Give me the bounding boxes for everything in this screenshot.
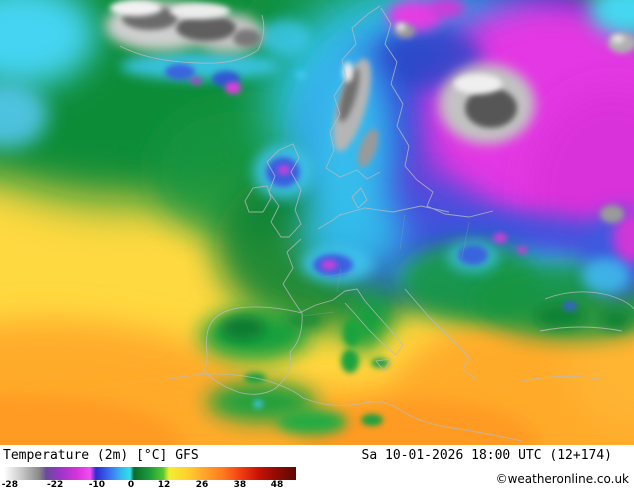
temperature-field-svg — [0, 0, 634, 445]
legend-title: Temperature (2m) [°C] GFS — [3, 448, 199, 463]
copyright-label: ©weatheronline.co.uk — [495, 472, 629, 486]
temperature-map — [0, 0, 634, 445]
legend-model-label: GFS — [175, 448, 199, 463]
borders-layer — [301, 196, 470, 317]
scale-tick-label: 12 — [157, 480, 171, 490]
coastlines-layer — [119, 5, 634, 442]
color-scale-ticks: -28 -22 -10 0 12 26 38 48 — [1, 480, 296, 490]
legend-title-text: Temperature (2m) — [3, 448, 129, 463]
color-scale-bar — [4, 467, 296, 480]
forecast-datetime: Sa 10-01-2026 18:00 UTC (12+174) — [361, 448, 612, 463]
legend-bar: Temperature (2m) [°C] GFS Sa 10-01-2026 … — [0, 445, 634, 490]
scale-tick-label: 0 — [127, 480, 135, 490]
legend-unit-label: [°C] — [136, 448, 168, 463]
scale-tick-label: 48 — [270, 480, 284, 490]
scale-tick-label: -28 — [1, 480, 18, 490]
scale-tick-label: -10 — [88, 480, 105, 490]
scale-tick-label: 26 — [195, 480, 209, 490]
scale-tick-label: 38 — [233, 480, 247, 490]
terrain-layer — [105, 0, 634, 223]
scale-tick-label: -22 — [46, 480, 64, 490]
